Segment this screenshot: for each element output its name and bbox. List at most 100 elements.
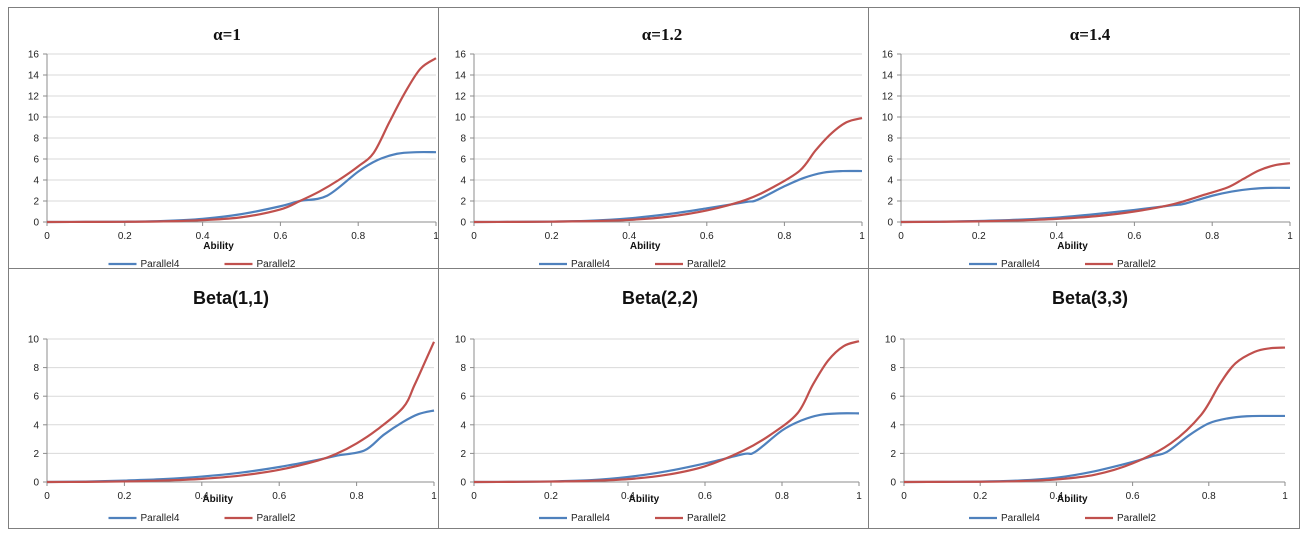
x-axis-label: Ability: [629, 494, 660, 505]
x-tick-label: 0.6: [1127, 231, 1141, 242]
series-line-parallel2: [46, 57, 437, 224]
y-tick-label: 2: [460, 449, 466, 460]
chart-panel-1: α=1 0 2 4 6 8 10 12 14 16 0 0.2 0.4 0.6 0.8 1 Ability Par…: [8, 7, 439, 269]
chart-title: Beta(1,1): [193, 288, 269, 308]
chart-svg: Beta(1,1) 0 2 4 6 8 10 0 0.2 0.4 0.6 0.8 1 Ability Par…: [28, 288, 437, 524]
x-tick-label: 0: [898, 231, 904, 242]
chart-svg: Beta(3,3) 0 2 4 6 8 10 0 0.2 0.4 0.6 0.8 1 Ability Par…: [885, 288, 1288, 524]
x-tick-label: 0: [471, 491, 477, 502]
x-tick-label: 0.4: [1050, 231, 1064, 242]
x-tick-label: 0.6: [700, 231, 714, 242]
chart-title: α=1.2: [642, 25, 682, 44]
chart-title: Beta(2,2): [622, 288, 698, 308]
x-axis-label: Ability: [202, 494, 233, 505]
y-tick-label: 0: [33, 218, 39, 229]
chart-panel-6: Beta(3,3) 0 2 4 6 8 10 0 0.2 0.4 0.6 0.8 1 Ability Par…: [868, 268, 1300, 529]
y-tick-label: 10: [455, 335, 467, 346]
series-line-parallel2: [900, 162, 1291, 224]
chart-title: Beta(3,3): [1052, 288, 1128, 308]
y-tick-label: 10: [885, 335, 897, 346]
chart-title: α=1.4: [1070, 25, 1111, 44]
x-tick-label: 0.4: [195, 491, 209, 502]
series-line-parallel2: [473, 116, 863, 224]
legend-label: Parallel4: [141, 259, 180, 268]
y-tick-label: 14: [455, 71, 467, 82]
y-tick-label: 4: [887, 176, 893, 187]
y-tick-label: 10: [28, 335, 40, 346]
chart-panel-4: Beta(1,1) 0 2 4 6 8 10 0 0.2 0.4 0.6 0.8 1 Ability Par…: [8, 268, 439, 529]
x-tick-label: 0.8: [350, 491, 364, 502]
chart-svg: Beta(2,2) 0 2 4 6 8 10 0 0.2 0.4 0.6 0.8 1 Ability Par…: [455, 288, 862, 524]
y-tick-label: 0: [33, 478, 39, 489]
y-tick-label: 6: [890, 392, 896, 403]
series-line-parallel2: [473, 340, 860, 484]
x-tick-label: 0.2: [972, 231, 986, 242]
legend-label: Parallel2: [257, 259, 296, 268]
legend-label: Parallel2: [1117, 259, 1156, 268]
x-tick-label: 0.6: [698, 491, 712, 502]
y-tick-label: 8: [460, 363, 466, 374]
y-tick-label: 6: [460, 155, 466, 166]
legend-label: Parallel4: [571, 513, 610, 524]
x-tick-label: 0.6: [273, 231, 287, 242]
legend-label: Parallel2: [257, 513, 296, 524]
y-tick-label: 12: [455, 92, 467, 103]
x-tick-label: 0: [901, 491, 907, 502]
legend-label: Parallel4: [571, 259, 610, 268]
x-tick-label: 0.8: [777, 231, 791, 242]
x-tick-label: 1: [1282, 491, 1288, 502]
y-tick-label: 4: [890, 420, 896, 431]
series-line-parallel4: [473, 169, 863, 224]
x-tick-label: 0.4: [1049, 491, 1063, 502]
x-tick-label: 0.2: [545, 231, 559, 242]
y-tick-label: 4: [33, 176, 39, 187]
x-axis-label: Ability: [203, 241, 234, 252]
x-tick-label: 0: [471, 231, 477, 242]
legend-label: Parallel2: [687, 513, 726, 524]
y-tick-label: 0: [460, 478, 466, 489]
y-tick-label: 16: [28, 50, 40, 61]
x-axis-label: Ability: [1057, 241, 1088, 252]
y-tick-label: 10: [28, 113, 40, 124]
y-tick-label: 6: [460, 392, 466, 403]
y-tick-label: 14: [28, 71, 40, 82]
y-tick-label: 8: [887, 134, 893, 145]
x-tick-label: 0.2: [544, 491, 558, 502]
y-tick-label: 0: [890, 478, 896, 489]
series-line-parallel4: [46, 150, 437, 224]
x-tick-label: 0.2: [118, 231, 132, 242]
y-tick-label: 2: [460, 197, 466, 208]
x-tick-label: 0.4: [621, 491, 635, 502]
y-tick-label: 2: [887, 197, 893, 208]
x-tick-label: 1: [1287, 231, 1293, 242]
y-tick-label: 12: [882, 92, 894, 103]
y-tick-label: 8: [33, 134, 39, 145]
y-tick-label: 8: [460, 134, 466, 145]
y-tick-label: 6: [887, 155, 893, 166]
series-line-parallel4: [46, 409, 435, 484]
chart-panel-5: Beta(2,2) 0 2 4 6 8 10 0 0.2 0.4 0.6 0.8 1 Ability Par…: [438, 268, 870, 529]
x-tick-label: 0: [44, 491, 50, 502]
chart-panel-2: α=1.2 0 2 4 6 8 10 12 14 16 0 0.2 0.4 0.6 0.8 1 Ability P…: [438, 7, 870, 269]
y-tick-label: 8: [33, 363, 39, 374]
x-tick-label: 0.6: [1126, 491, 1140, 502]
y-tick-label: 10: [455, 113, 467, 124]
x-tick-label: 0.8: [1202, 491, 1216, 502]
x-tick-label: 0.4: [196, 231, 210, 242]
chart-svg: α=1.4 0 2 4 6 8 10 12 14 16 0 0.2 0.4 0.6 0.8 1 Ability P…: [882, 25, 1293, 268]
legend-label: Parallel4: [141, 513, 180, 524]
y-tick-label: 14: [882, 71, 894, 82]
x-axis-label: Ability: [630, 241, 661, 252]
legend-label: Parallel4: [1001, 259, 1040, 268]
y-tick-label: 4: [33, 420, 39, 431]
y-tick-label: 2: [890, 449, 896, 460]
legend-label: Parallel2: [1117, 513, 1156, 524]
y-tick-label: 12: [28, 92, 40, 103]
x-tick-label: 0.2: [973, 491, 987, 502]
x-tick-label: 0.6: [272, 491, 286, 502]
x-tick-label: 0.8: [351, 231, 365, 242]
x-tick-label: 0.8: [1205, 231, 1219, 242]
x-tick-label: 1: [859, 231, 865, 242]
series-line-parallel2: [903, 346, 1286, 484]
x-tick-label: 1: [431, 491, 437, 502]
